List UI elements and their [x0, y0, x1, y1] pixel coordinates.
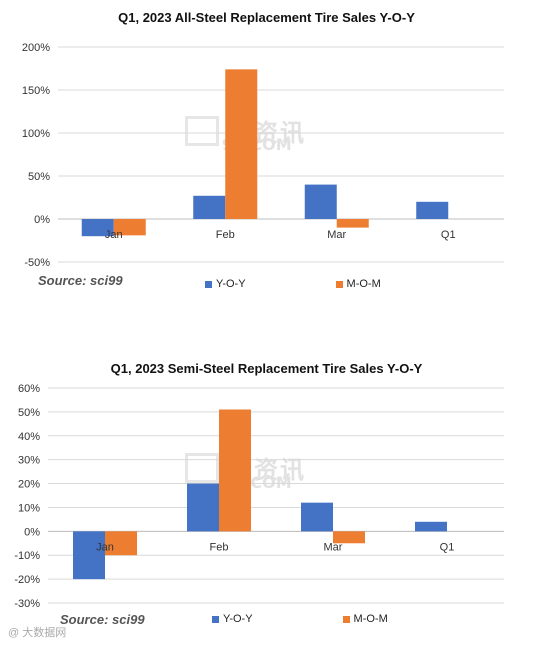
x-tick-label: Feb: [210, 541, 229, 553]
legend: Y-O-Y M-O-M: [205, 278, 471, 290]
legend-label-yoy: Y-O-Y: [223, 613, 253, 625]
x-tick-label: Feb: [216, 229, 235, 241]
legend: Y-O-Y M-O-M: [212, 613, 478, 625]
y-tick-label: 20%: [18, 479, 40, 491]
legend-label-yoy: Y-O-Y: [216, 278, 246, 290]
legend-swatch-yoy: [205, 280, 212, 288]
bar-y-o-y-feb: [193, 195, 226, 219]
y-tick-label: -50%: [24, 257, 50, 269]
x-tick-label: Q1: [441, 229, 456, 241]
source-label: Source: sci99: [60, 612, 145, 627]
corner-watermark: @ 大数据网: [8, 627, 67, 639]
y-tick-label: 10%: [18, 502, 40, 514]
legend-item-mom: M-O-M: [342, 613, 388, 625]
chart-panel-semi-steel: Q1, 2023 Semi-Steel Replacement Tire Sal…: [0, 345, 533, 646]
bar-y-o-y-q1: [415, 521, 447, 532]
bar-m-o-m-jan: [105, 531, 137, 556]
y-tick-label: 30%: [18, 455, 40, 467]
bar-m-o-m-jan: [113, 219, 146, 236]
y-tick-label: 40%: [18, 431, 40, 443]
bar-y-o-y-mar: [304, 184, 337, 219]
bar-y-o-y-feb: [187, 483, 219, 532]
legend-item-yoy: Y-O-Y: [205, 278, 246, 290]
legend-item-yoy: Y-O-Y: [212, 613, 253, 625]
chart-title: Q1, 2023 Semi-Steel Replacement Tire Sal…: [110, 361, 423, 376]
y-tick-label: 0%: [34, 214, 50, 226]
chart-title: Q1, 2023 All-Steel Replacement Tire Sale…: [118, 10, 415, 25]
bar-y-o-y-jan: [81, 219, 114, 237]
legend-label-mom: M-O-M: [346, 278, 381, 290]
legend-label-mom: M-O-M: [353, 613, 388, 625]
y-tick-label: 60%: [18, 383, 40, 395]
legend-swatch-mom: [342, 615, 350, 623]
y-tick-label: 0%: [24, 526, 40, 538]
bar-m-o-m-mar: [333, 531, 365, 544]
y-tick-label: -10%: [14, 550, 40, 562]
y-tick-label: 150%: [22, 85, 50, 97]
source-label: Source: sci99: [38, 273, 123, 288]
y-tick-label: 200%: [22, 42, 50, 54]
bar-m-o-m-feb: [219, 409, 251, 532]
y-tick-label: 50%: [18, 407, 40, 419]
bar-y-o-y-mar: [301, 502, 333, 532]
chart-panel-all-steel: Q1, 2023 All-Steel Replacement Tire Sale…: [0, 0, 533, 320]
y-tick-label: -30%: [14, 598, 40, 610]
bar-y-o-y-jan: [73, 531, 105, 580]
watermark-logo: [185, 116, 219, 146]
x-tick-label: Q1: [440, 541, 455, 553]
bar-m-o-m-feb: [225, 69, 258, 219]
y-tick-label: -20%: [14, 574, 40, 586]
x-tick-label: Jan: [96, 541, 114, 553]
legend-swatch-yoy: [212, 615, 219, 623]
bar-y-o-y-q1: [416, 201, 449, 219]
y-tick-label: 50%: [28, 171, 50, 183]
x-tick-label: Mar: [327, 229, 346, 241]
legend-swatch-mom: [335, 280, 343, 288]
chart-plot-all-steel: -50% 0% 50% 100% 150% 200% Jan Feb Mar Q1: [22, 42, 504, 269]
bar-m-o-m-mar: [336, 219, 369, 228]
chart-plot-semi-steel: -30% -20% -10% 0% 10% 20% 30% 40% 50% 60% Jan Feb Ma…: [14, 383, 504, 610]
watermark-logo: [185, 453, 219, 483]
legend-item-mom: M-O-M: [335, 278, 381, 290]
y-tick-label: 100%: [22, 128, 50, 140]
x-tick-label: Jan: [105, 229, 123, 241]
x-tick-label: Mar: [324, 541, 343, 553]
